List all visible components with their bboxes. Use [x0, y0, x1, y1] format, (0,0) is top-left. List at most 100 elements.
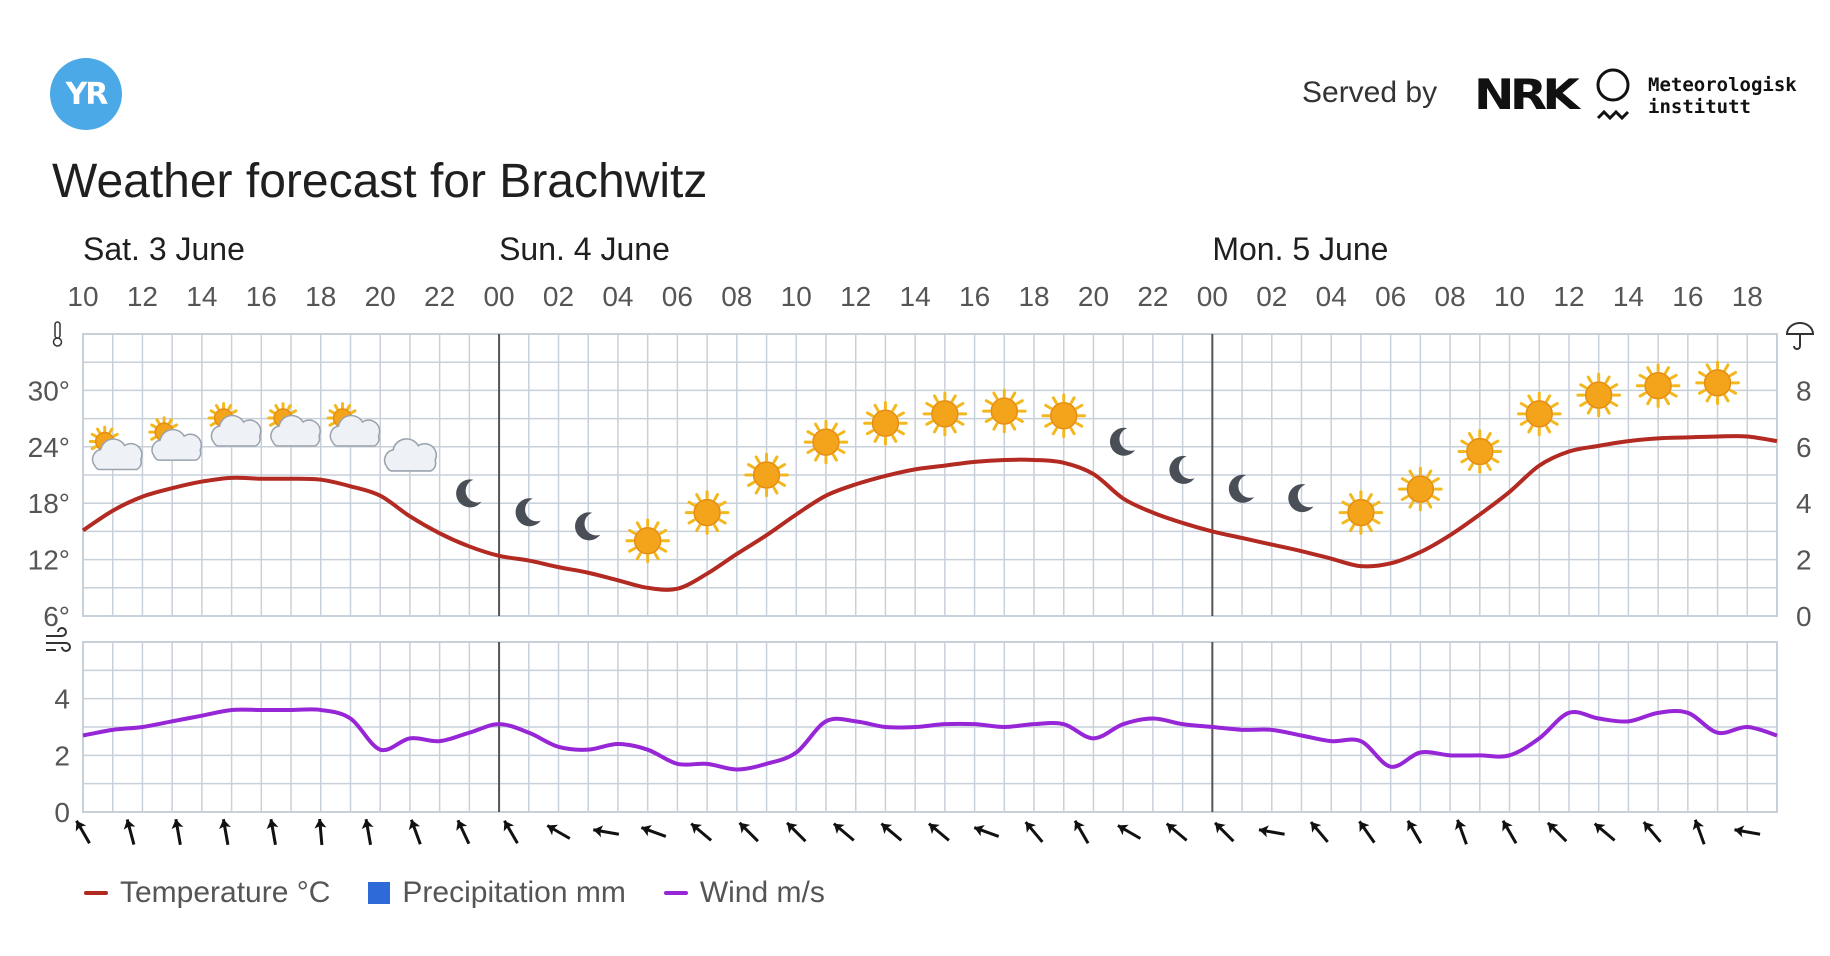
- wind-direction-arrow: [973, 824, 1000, 838]
- wind-direction-arrow: [546, 824, 571, 840]
- sun-icon: [1576, 372, 1621, 418]
- legend-label-temperature: Temperature °C: [120, 876, 331, 909]
- temperature-tick-label: 24°: [28, 432, 70, 463]
- wind-direction-arrow: [1501, 819, 1518, 845]
- page-title: Weather forecast for Brachwitz: [52, 155, 708, 208]
- sun-icon: [981, 388, 1027, 434]
- met-line2: institutt: [1648, 96, 1751, 118]
- wind-direction-arrow: [1117, 824, 1142, 840]
- legend-item-wind: Wind m/s: [663, 876, 825, 910]
- precipitation-tick-label: 8: [1796, 375, 1812, 406]
- partly-cloudy-day-icon: [207, 402, 262, 447]
- wind-swatch: [663, 891, 688, 895]
- hour-tick-label: 04: [1316, 281, 1347, 312]
- hour-tick-label: 10: [67, 281, 98, 312]
- legend-label-precipitation: Precipitation mm: [402, 876, 626, 909]
- precipitation-swatch: [368, 882, 391, 904]
- hour-tick-label: 20: [1078, 281, 1109, 312]
- moon-icon: [1169, 455, 1195, 484]
- hour-tick-label: 14: [1613, 281, 1644, 312]
- yr-logo[interactable]: YR: [50, 58, 122, 130]
- hour-tick-label: 12: [840, 281, 871, 312]
- hour-tick-label: 18: [305, 281, 336, 312]
- wind-direction-arrow: [880, 822, 903, 842]
- partly-cloudy-day-icon: [148, 416, 203, 461]
- met-institute-logo[interactable]: Meteorologisk institutt: [1648, 74, 1797, 118]
- temperature-tick-label: 6°: [43, 601, 70, 632]
- sun-icon: [1516, 391, 1562, 437]
- wind-direction-arrow: [503, 819, 519, 845]
- wind-direction-arrow: [1213, 821, 1235, 843]
- nrk-logo[interactable]: NRK: [1474, 70, 1580, 119]
- hour-tick-label: 12: [1553, 281, 1584, 312]
- hour-tick-label: 22: [424, 281, 455, 312]
- wind-direction-arrow: [786, 821, 807, 843]
- cloud-icon: [383, 438, 438, 472]
- hour-tick-label: 00: [483, 281, 514, 312]
- umbrella-icon: [1785, 322, 1815, 350]
- temperature-tick-label: 18°: [28, 488, 70, 519]
- moon-icon: [1228, 474, 1255, 503]
- hour-tick-label: 20: [365, 281, 396, 312]
- temperature-swatch: [84, 891, 108, 895]
- sun-icon: [625, 518, 670, 564]
- wind-grid: [82, 641, 1778, 813]
- hour-tick-label: 02: [543, 281, 574, 312]
- hour-tick-label: 18: [1732, 281, 1763, 312]
- wind-direction-arrow: [1593, 822, 1616, 842]
- wind-direction-arrow: [1406, 819, 1423, 845]
- wind-direction-arrow: [1454, 819, 1468, 845]
- hour-tick-label: 16: [959, 281, 990, 312]
- hour-tick-label: 22: [1137, 281, 1168, 312]
- wind-direction-arrow: [1734, 825, 1761, 838]
- temperature-grid: [82, 333, 1778, 617]
- wind-tick-label: 2: [54, 740, 70, 771]
- wind-direction-arrow: [1309, 821, 1329, 843]
- wind-direction-arrow: [1546, 821, 1568, 843]
- legend-item-temperature: Temperature °C: [84, 876, 330, 910]
- wind-direction-arrow: [266, 818, 279, 846]
- hour-tick-label: 14: [900, 281, 931, 312]
- moon-icon: [515, 498, 541, 527]
- sun-icon: [1041, 393, 1087, 439]
- weather-chart: Sat. 3 June Sun. 4 June Mon. 5 June 10 12 14 1…: [28, 231, 1815, 846]
- wind-direction-arrow: [314, 818, 327, 846]
- sun-icon: [922, 391, 968, 437]
- sun-icon: [863, 400, 908, 446]
- sun-icon: [684, 490, 730, 535]
- wind-direction-arrow: [1692, 819, 1706, 845]
- hour-tick-label: 14: [186, 281, 217, 312]
- wind-direction-arrow: [592, 825, 620, 838]
- sun-icon: [1695, 360, 1740, 406]
- sun-icon: [1635, 363, 1681, 409]
- moon-icon: [575, 512, 601, 541]
- wind-direction-arrow: [361, 818, 374, 846]
- met-institute-icon: [1596, 68, 1630, 121]
- thermometer-icon: [52, 321, 63, 347]
- hour-tick-label: 10: [781, 281, 812, 312]
- wind-line: [82, 707, 1778, 772]
- wind-tick-label: 0: [54, 797, 70, 828]
- wind-direction-arrow: [1073, 819, 1090, 845]
- wind-direction-arrow: [1258, 825, 1285, 838]
- precipitation-tick-label: 0: [1796, 601, 1812, 632]
- hour-tick-label: 02: [1256, 281, 1287, 312]
- wind-direction-arrow: [171, 818, 184, 846]
- sun-icon: [803, 419, 849, 465]
- moon-icon: [456, 479, 482, 508]
- precipitation-tick-label: 6: [1796, 432, 1812, 463]
- wind-direction-arrow: [75, 819, 91, 845]
- hour-tick-label: 18: [1018, 281, 1049, 312]
- wind-direction-arrow: [690, 822, 713, 842]
- wind-direction-arrow: [408, 819, 422, 845]
- hour-tick-label: 16: [246, 281, 277, 312]
- moon-icon: [1109, 427, 1136, 456]
- temperature-tick-label: 12°: [28, 545, 70, 576]
- met-line1: Meteorologisk: [1648, 74, 1797, 96]
- sun-icon: [1338, 490, 1384, 535]
- sun-icon: [1398, 466, 1443, 512]
- hour-tick-label: 16: [1672, 281, 1703, 312]
- wind-direction-arrow: [1024, 821, 1044, 843]
- partly-cloudy-day-icon: [267, 402, 321, 447]
- legend-item-precipitation: Precipitation mm: [368, 876, 626, 910]
